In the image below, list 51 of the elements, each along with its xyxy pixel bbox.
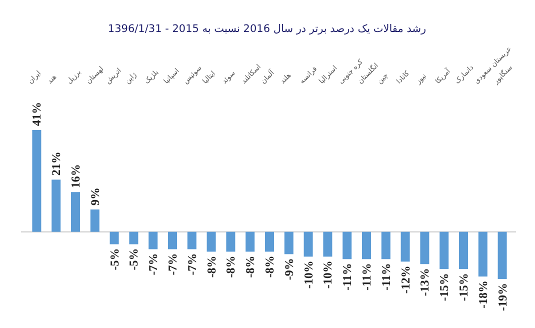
bar [226, 232, 236, 252]
bar [478, 232, 488, 277]
bar [110, 232, 119, 244]
data-label: -8% [204, 256, 218, 278]
bar [265, 232, 274, 252]
data-label: -7% [146, 253, 160, 276]
bar [498, 232, 507, 279]
bar [168, 232, 177, 250]
bar [459, 232, 468, 270]
bar [381, 232, 390, 260]
data-label: -10% [301, 260, 316, 289]
data-label: -15% [456, 273, 470, 302]
data-label: 16% [68, 164, 82, 188]
bar [284, 232, 294, 254]
bar [90, 209, 100, 232]
bar [52, 180, 61, 232]
data-label: 9% [88, 187, 102, 206]
bar [187, 232, 196, 250]
data-label: -5% [126, 248, 141, 270]
bar [32, 130, 42, 232]
data-label: -7% [166, 253, 180, 276]
data-label: -8% [262, 256, 276, 278]
data-label: -13% [418, 268, 432, 296]
data-label: -11% [360, 263, 374, 290]
data-label: -10% [320, 260, 335, 289]
data-label: -15% [437, 273, 452, 302]
data-label: -11% [378, 263, 393, 290]
data-label: -9% [282, 258, 296, 280]
bar [342, 232, 352, 260]
data-label: -11% [340, 263, 354, 290]
bar [129, 232, 138, 244]
bar [323, 232, 332, 257]
bar [206, 232, 216, 252]
data-label: 41% [30, 102, 44, 126]
bar [440, 232, 449, 270]
data-label: -7% [184, 253, 199, 276]
data-label: -8% [243, 256, 258, 278]
bar [246, 232, 255, 252]
bar [148, 232, 158, 250]
data-label: -5% [107, 248, 122, 270]
data-label: 21% [49, 152, 64, 176]
bar [362, 232, 371, 260]
data-label: -8% [224, 256, 238, 278]
bar [420, 232, 430, 264]
data-label: -18% [476, 280, 490, 309]
bar [71, 192, 80, 232]
data-label: -12% [398, 266, 412, 294]
data-label: -19% [495, 283, 510, 311]
bar [304, 232, 313, 257]
chart-title: رشد مقالات یک درصد برتر در سال 2016 نسبت به 2015 - 1396/1/31 [108, 23, 426, 35]
bar [400, 232, 410, 262]
